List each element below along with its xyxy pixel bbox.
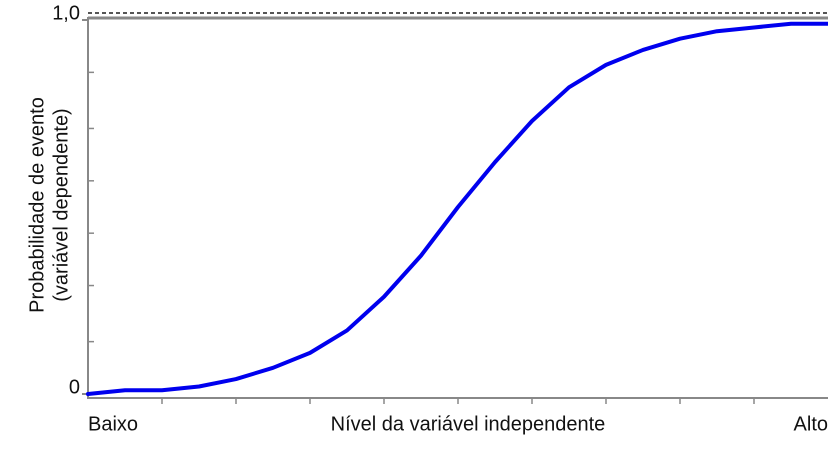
y-tick-label: 0 bbox=[69, 376, 80, 398]
x-axis-label: Nível da variável independente bbox=[331, 413, 606, 435]
x-tick-label: Alto bbox=[794, 413, 828, 435]
y-axis-label: (variável dependente) bbox=[50, 108, 72, 301]
x-tick-label: Baixo bbox=[88, 413, 138, 435]
y-axis-label: Probabilidade de evento bbox=[26, 97, 48, 313]
y-tick-label: 1,0 bbox=[52, 2, 80, 24]
curve bbox=[86, 21, 828, 396]
